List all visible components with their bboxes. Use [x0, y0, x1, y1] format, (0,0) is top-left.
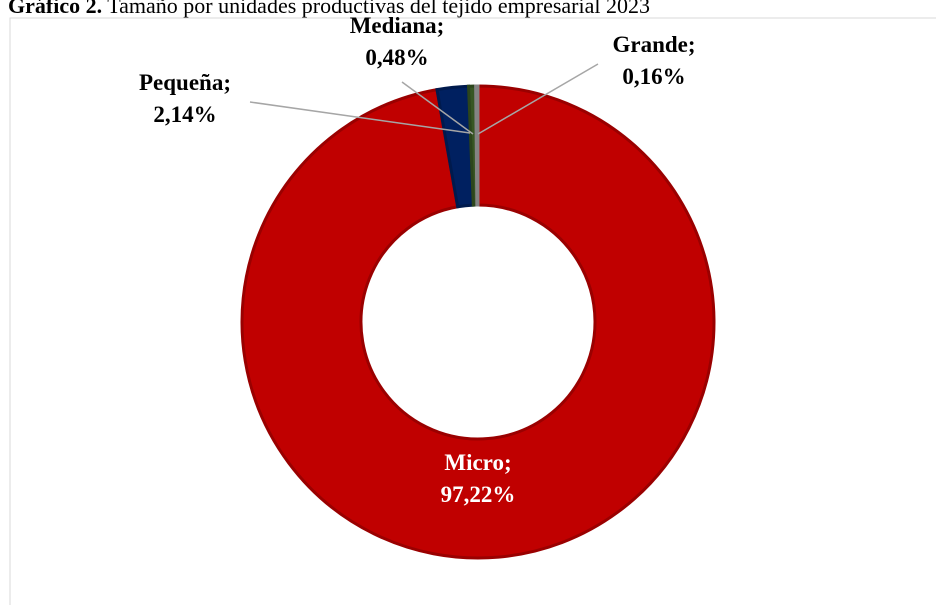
chart-frame	[9, 17, 936, 605]
data-label: Pequeña; 2,14%	[139, 70, 231, 127]
leader-line	[249, 101, 471, 134]
donut-slice	[474, 84, 480, 207]
label-category: Pequeña;	[139, 70, 231, 95]
label-value: 0,16%	[622, 64, 685, 89]
label-category: Grande;	[612, 32, 695, 57]
label-value: 0,48%	[365, 45, 428, 70]
title-prefix: Gráfico 2.	[8, 0, 102, 18]
label-value: 2,14%	[153, 102, 216, 127]
label-value: 97,22%	[441, 482, 516, 507]
label-category: Micro;	[444, 450, 511, 475]
leader-line	[401, 81, 474, 135]
donut-slice	[240, 84, 716, 560]
label-category: Mediana;	[350, 13, 445, 38]
data-label: Grande; 0,16%	[612, 32, 695, 89]
data-label: Mediana; 0,48%	[350, 13, 445, 70]
title-text: Tamaño por unidades productivas del teji…	[102, 0, 650, 18]
chart-title: Gráfico 2. Tamaño por unidades productiv…	[8, 0, 650, 18]
leader-line	[477, 63, 599, 135]
data-label: Micro; 97,22%	[441, 450, 516, 507]
